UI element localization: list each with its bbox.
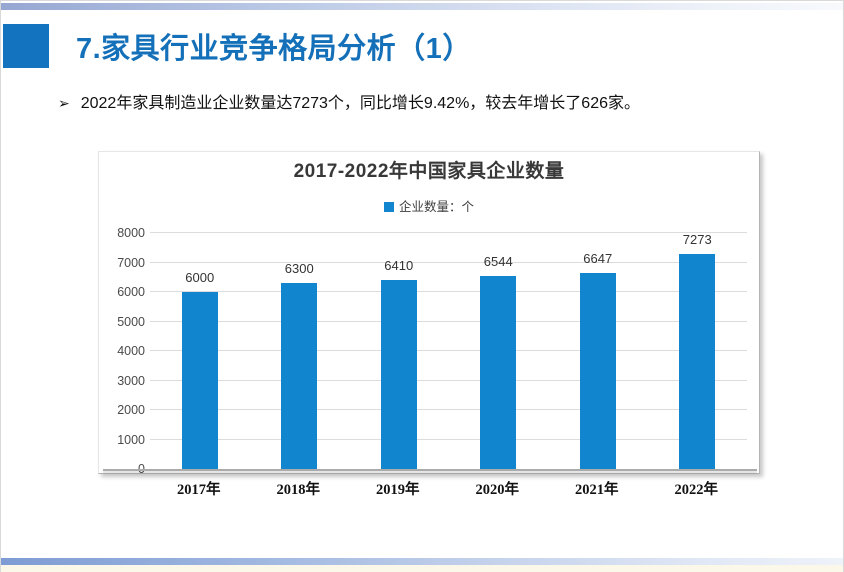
bar <box>181 292 218 469</box>
bar-slot: 6410 <box>349 233 449 469</box>
x-axis-label: 2018年 <box>276 482 321 498</box>
chart-title: 2017-2022年中国家具企业数量 <box>293 161 565 182</box>
bar <box>380 279 417 469</box>
gridline <box>150 261 747 263</box>
x-axis-label: 2021年 <box>575 482 619 498</box>
bar <box>679 254 716 469</box>
y-axis-tick-label: 2000 <box>117 403 145 417</box>
gridline <box>150 409 747 410</box>
gridline <box>150 291 747 292</box>
y-axis-tick-label: 3000 <box>117 373 145 388</box>
x-axis-labels: 2017年 2018年 2019年 2020年 2021年 2022年 <box>149 478 746 498</box>
bar <box>281 283 318 469</box>
bar-slot: 6544 <box>449 233 549 469</box>
x-axis-line <box>103 469 757 471</box>
x-axis-label: 2019年 <box>376 482 420 498</box>
y-axis-tick-label: 6000 <box>117 285 145 299</box>
bar-value-label: 6300 <box>284 261 314 277</box>
x-axis-label: 2020年 <box>475 482 520 498</box>
bottom-cream-strip <box>1 565 843 572</box>
y-axis-tick-label: 4000 <box>117 344 145 358</box>
chart-legend: 企业数量：个 <box>99 196 759 215</box>
bar-slot: 7273 <box>648 232 748 469</box>
bullet-line: ➢ 2022年家具制造业企业数量达7273个，同比增长9.42%，较去年增长了6… <box>58 93 818 114</box>
x-axis-label: 2017年 <box>177 482 221 498</box>
bar-slot: 6000 <box>150 233 250 469</box>
bullet-arrow-icon: ➢ <box>58 95 70 111</box>
bar-value-label: 6647 <box>583 250 613 266</box>
bar <box>480 275 517 469</box>
bar-value-label: 6544 <box>483 253 513 269</box>
legend-label: 企业数量：个 <box>398 200 474 214</box>
top-accent-bar <box>1 3 843 10</box>
bar-value-label: 7273 <box>682 232 712 248</box>
y-axis-tick-label: 8000 <box>117 226 145 240</box>
y-axis-tick-label: 1000 <box>117 432 145 447</box>
legend-color-swatch <box>383 202 394 212</box>
x-axis-label: 2022年 <box>674 482 719 498</box>
gridline <box>150 379 747 381</box>
y-axis-tick-label: 7000 <box>117 255 145 270</box>
bar-slot: 6300 <box>250 233 350 469</box>
bottom-accent-bar <box>1 558 843 565</box>
gridline <box>150 350 747 351</box>
chart-panel: 2017-2022年中国家具企业数量 企业数量：个 01000200030004… <box>98 151 760 476</box>
slide-title: 7.家具行业竞争格局分析（1） <box>76 33 472 65</box>
bar-slot: 6647 <box>548 233 648 469</box>
bar-value-label: 6000 <box>185 270 215 285</box>
plot-area: 6000 6300 6410 6544 6647 7273 <box>150 232 748 469</box>
bullet-text: 2022年家具制造业企业数量达7273个，同比增长9.42%，较去年增长了626… <box>80 95 640 112</box>
y-axis-tick-labels: 010002000300040005000600070008000 <box>103 226 145 476</box>
gridline <box>150 232 747 233</box>
gridline <box>150 320 747 322</box>
bar-value-label: 6410 <box>384 257 414 273</box>
bar <box>579 272 616 469</box>
header-accent-square <box>3 24 49 68</box>
y-axis-tick-label: 5000 <box>117 314 145 329</box>
gridline <box>150 438 747 440</box>
